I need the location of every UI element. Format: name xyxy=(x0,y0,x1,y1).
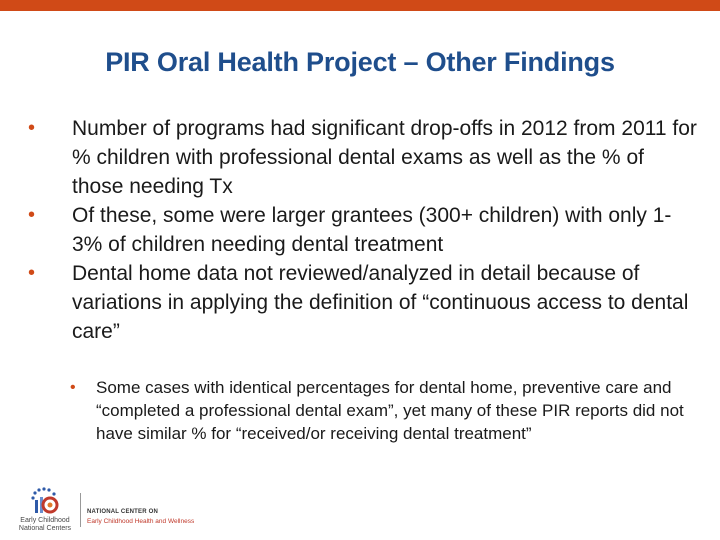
nc-logo-line2: Early Childhood Health and Wellness xyxy=(87,518,195,525)
bullet-item: • Dental home data not reviewed/analyzed… xyxy=(28,259,698,346)
bullet-item: • Number of programs had significant dro… xyxy=(28,114,698,201)
footer-logo: Early Childhood National Centers NATIONA… xyxy=(14,487,204,533)
bullet-marker-icon: • xyxy=(28,117,36,139)
sub-bullet-list: • Some cases with identical percentages … xyxy=(70,376,700,445)
logo-divider xyxy=(80,493,81,527)
bullet-text: Of these, some were larger grantees (300… xyxy=(72,204,672,256)
ecknc-logo: Early Childhood National Centers xyxy=(14,487,76,533)
bullet-text: Number of programs had significant drop-… xyxy=(72,117,697,198)
sub-bullet-text: Some cases with identical percentages fo… xyxy=(96,378,684,443)
ecknc-logo-text: Early Childhood National Centers xyxy=(18,517,72,532)
top-accent-bar xyxy=(0,0,720,11)
slide-title: PIR Oral Health Project – Other Findings xyxy=(105,47,615,77)
bullet-item: • Of these, some were larger grantees (3… xyxy=(28,201,698,259)
ecknc-emblem-icon xyxy=(31,487,59,514)
sub-bullet-item: • Some cases with identical percentages … xyxy=(70,376,700,445)
nc-logo-line1: NATIONAL CENTER ON xyxy=(87,509,159,515)
bullet-text: Dental home data not reviewed/analyzed i… xyxy=(72,262,689,343)
sub-bullet-marker-icon: • xyxy=(70,379,76,396)
bullet-marker-icon: • xyxy=(28,262,36,284)
bullet-list: • Number of programs had significant dro… xyxy=(28,114,698,346)
bullet-marker-icon: • xyxy=(28,204,36,226)
